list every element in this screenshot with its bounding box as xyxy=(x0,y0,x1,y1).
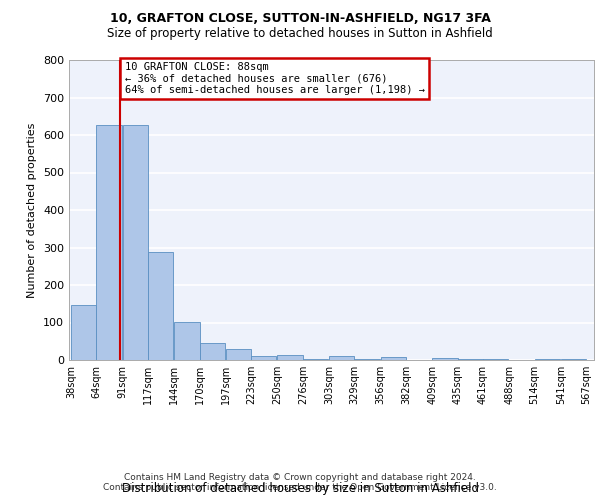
Bar xyxy=(483,359,508,360)
Bar xyxy=(226,349,251,360)
Text: 10, GRAFTON CLOSE, SUTTON-IN-ASHFIELD, NG17 3FA: 10, GRAFTON CLOSE, SUTTON-IN-ASHFIELD, N… xyxy=(110,12,490,26)
Bar xyxy=(380,357,406,360)
Bar xyxy=(122,125,148,360)
Bar xyxy=(561,359,586,360)
Bar xyxy=(433,358,458,360)
Text: Size of property relative to detached houses in Sutton in Ashfield: Size of property relative to detached ho… xyxy=(107,28,493,40)
Bar xyxy=(458,359,483,360)
Text: 10 GRAFTON CLOSE: 88sqm
← 36% of detached houses are smaller (676)
64% of semi-d: 10 GRAFTON CLOSE: 88sqm ← 36% of detache… xyxy=(125,62,425,95)
Bar xyxy=(329,356,355,360)
Y-axis label: Number of detached properties: Number of detached properties xyxy=(28,122,37,298)
Text: Distribution of detached houses by size in Sutton in Ashfield: Distribution of detached houses by size … xyxy=(121,482,479,495)
Bar xyxy=(277,355,303,360)
Bar xyxy=(71,304,96,360)
Bar xyxy=(251,356,277,360)
Text: Contains HM Land Registry data © Crown copyright and database right 2024.: Contains HM Land Registry data © Crown c… xyxy=(124,472,476,482)
Bar xyxy=(355,358,380,360)
Text: Contains public sector information licensed under the Open Government Licence v3: Contains public sector information licen… xyxy=(103,484,497,492)
Bar xyxy=(303,358,328,360)
Bar xyxy=(96,125,122,360)
Bar xyxy=(200,343,225,360)
Bar xyxy=(535,359,560,360)
Bar xyxy=(174,322,200,360)
Bar xyxy=(148,252,173,360)
